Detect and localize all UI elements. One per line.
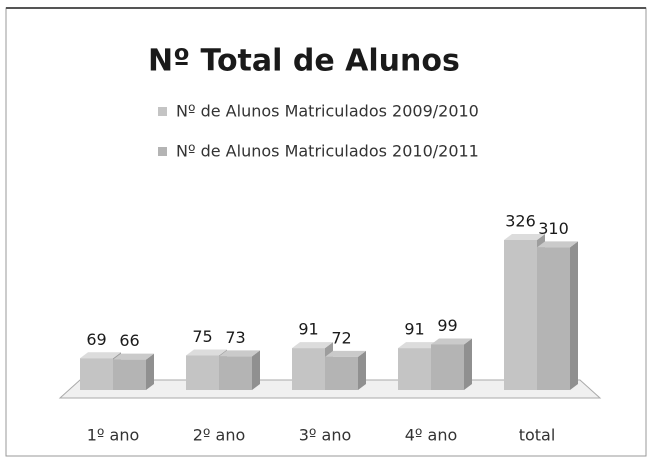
x-tick-label: 1º ano <box>87 426 140 445</box>
bar-side <box>570 241 578 390</box>
bar-top <box>113 353 154 360</box>
data-label: 91 <box>404 320 424 339</box>
data-label: 326 <box>505 212 536 231</box>
bar-top <box>80 352 121 359</box>
legend-swatch <box>158 107 167 116</box>
bar <box>325 356 358 390</box>
bar-top <box>325 350 366 357</box>
x-tick-label: 4º ano <box>405 426 458 445</box>
data-label: 99 <box>437 316 457 335</box>
data-label: 72 <box>331 328 351 347</box>
bar <box>431 344 464 390</box>
bar-top <box>504 234 545 240</box>
data-label: 73 <box>225 328 245 347</box>
bar-top <box>292 342 333 349</box>
bar <box>537 247 570 390</box>
x-tick-label: total <box>519 426 556 445</box>
chart-title: Nº Total de Alunos <box>148 44 460 79</box>
bar-top <box>398 342 439 349</box>
bar <box>504 240 537 390</box>
x-tick-label: 3º ano <box>299 426 352 445</box>
data-label: 75 <box>192 327 212 346</box>
bar-top <box>431 338 472 345</box>
bar <box>398 348 431 390</box>
bar <box>80 358 113 390</box>
legend-label: Nº de Alunos Matriculados 2010/2011 <box>176 142 479 161</box>
bar-top <box>537 241 578 248</box>
data-label: 310 <box>538 219 569 238</box>
bar-side <box>358 350 366 390</box>
x-tick-label: 2º ano <box>193 426 246 445</box>
bar-side <box>146 353 154 390</box>
bar <box>292 348 325 390</box>
bar-side <box>252 350 260 390</box>
bar-top <box>219 350 260 357</box>
data-label: 91 <box>298 320 318 339</box>
legend-label: Nº de Alunos Matriculados 2009/2010 <box>176 102 479 121</box>
data-label: 69 <box>86 330 106 349</box>
bar-side <box>464 338 472 390</box>
legend-swatch <box>158 147 167 156</box>
bar <box>113 359 146 390</box>
bar <box>219 356 252 390</box>
data-label: 66 <box>119 331 139 350</box>
bar <box>186 355 219 390</box>
bar-top <box>186 349 227 356</box>
